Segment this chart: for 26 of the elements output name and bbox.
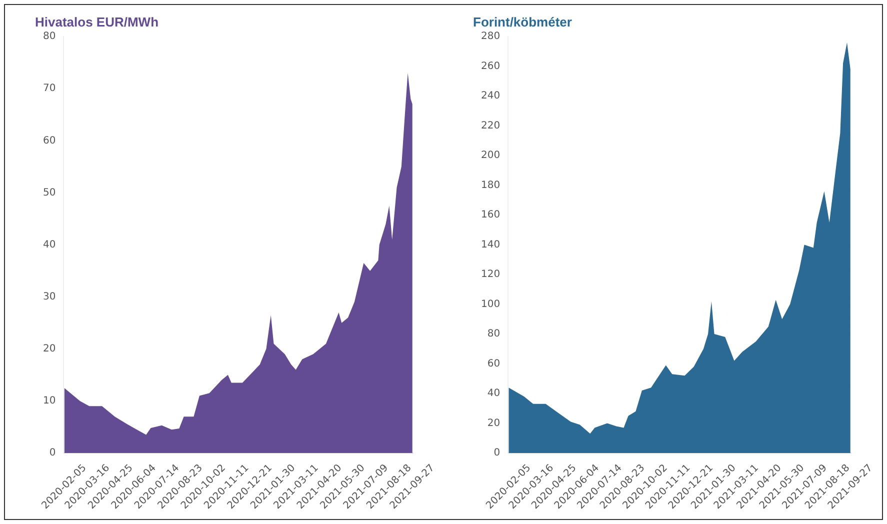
y-tick-label: 40	[42, 239, 56, 250]
y-tick-label: 140	[480, 239, 500, 250]
y-tick-label: 0	[494, 448, 500, 459]
chart-title: Forint/köbméter	[473, 14, 572, 30]
y-tick-label: 120	[480, 269, 500, 280]
y-tick-label: 20	[487, 418, 500, 429]
y-tick-label: 220	[480, 120, 500, 132]
y-tick-label: 240	[480, 90, 500, 102]
chart-title: Hivatalos EUR/MWh	[35, 14, 159, 30]
y-tick-label: 180	[480, 180, 500, 191]
y-tick-label: 20	[42, 343, 56, 354]
y-tick-label: 10	[42, 396, 56, 407]
y-tick-label: 160	[480, 210, 500, 221]
y-tick-label: 280	[480, 31, 500, 42]
y-tick-label: 30	[42, 291, 56, 302]
y-tick-label: 80	[487, 328, 500, 340]
y-tick-label: 100	[480, 298, 500, 310]
y-tick-label: 70	[42, 83, 56, 94]
y-tick-label: 200	[480, 150, 500, 162]
y-tick-label: 40	[487, 388, 500, 400]
y-tick-label: 60	[42, 135, 56, 146]
y-tick-label: 80	[42, 31, 56, 42]
y-tick-label: 260	[480, 60, 500, 72]
y-tick-label: 0	[49, 448, 56, 459]
y-tick-label: 60	[487, 358, 500, 370]
y-tick-label: 50	[42, 187, 56, 198]
